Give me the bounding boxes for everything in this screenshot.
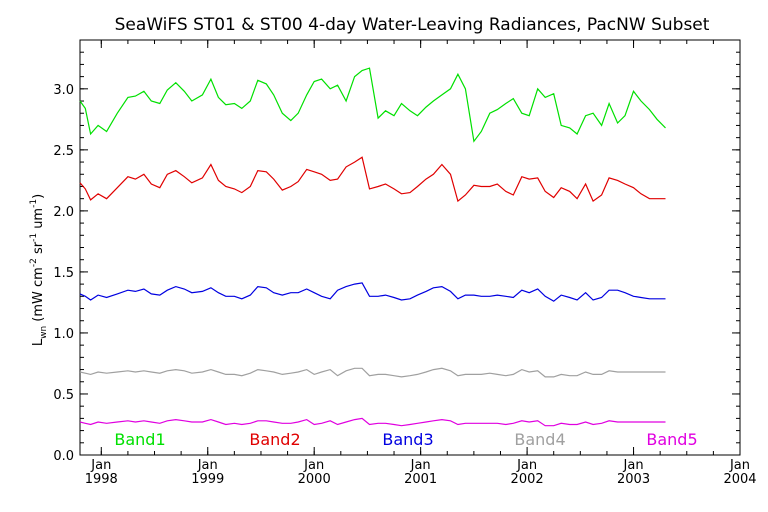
y-axis: 0.0 0.5 1.0 1.5 2.0 2.5 3.0 bbox=[53, 39, 740, 464]
x-tick-label-year: 2003 bbox=[617, 472, 650, 487]
y-axis-label-exp2: -1 bbox=[29, 233, 39, 242]
series-line-band3 bbox=[79, 282, 666, 302]
plot-frame bbox=[79, 39, 741, 456]
y-axis-label-unit-pre: (mW cm bbox=[31, 267, 46, 322]
y-tick-label: 2.0 bbox=[53, 205, 74, 220]
y-tick-label: 0.5 bbox=[53, 388, 74, 403]
legend-item-band5: Band5 bbox=[646, 430, 697, 449]
legend-item-band2: Band2 bbox=[249, 430, 300, 449]
x-tick-label-month: Jan bbox=[197, 458, 218, 473]
plot-area-border bbox=[79, 39, 741, 456]
x-tick-label-month: Jan bbox=[516, 458, 537, 473]
y-axis-label-close: ) bbox=[31, 194, 46, 199]
y-axis-label: Lwn (mW cm-2 sr-1 um-1) bbox=[29, 194, 49, 346]
x-tick-label-year: 2004 bbox=[723, 472, 756, 487]
legend-item-band4: Band4 bbox=[514, 430, 565, 449]
x-tick-label-year: 1998 bbox=[85, 472, 118, 487]
y-tick-label: 0.0 bbox=[53, 449, 74, 464]
y-tick-label: 3.0 bbox=[53, 83, 74, 98]
x-tick-label-year: 2002 bbox=[511, 472, 544, 487]
x-tick-label-year: 2000 bbox=[298, 472, 331, 487]
y-axis-label-mid2: um bbox=[31, 208, 46, 233]
y-axis-label-sub: wn bbox=[39, 326, 49, 339]
x-tick-label-year: 2001 bbox=[404, 472, 437, 487]
y-axis-label-exp1: -2 bbox=[29, 258, 39, 267]
series-lines bbox=[79, 67, 666, 427]
x-axis: Jan1998Jan1999Jan2000Jan2001Jan2002Jan20… bbox=[85, 40, 757, 487]
x-tick-label-month: Jan bbox=[90, 458, 111, 473]
x-tick-label-month: Jan bbox=[623, 458, 644, 473]
series-line-band4 bbox=[79, 367, 666, 378]
y-axis-label-main: L bbox=[31, 338, 46, 346]
y-tick-label: 2.5 bbox=[53, 144, 74, 159]
series-line-band2 bbox=[79, 156, 666, 203]
series-line-band5 bbox=[79, 417, 666, 427]
legend-item-band1: Band1 bbox=[114, 430, 165, 449]
y-tick-label: 1.5 bbox=[53, 266, 74, 281]
legend-item-band3: Band3 bbox=[382, 430, 433, 449]
y-axis-label-mid1: sr bbox=[31, 241, 46, 258]
chart-title: SeaWiFS ST01 & ST00 4-day Water-Leaving … bbox=[115, 15, 710, 35]
x-tick-label-month: Jan bbox=[729, 458, 750, 473]
y-axis-label-exp3: -1 bbox=[29, 199, 39, 208]
x-tick-label-year: 1999 bbox=[191, 472, 224, 487]
y-tick-label: 1.0 bbox=[53, 327, 74, 342]
legend: Band1 Band2 Band3 Band4 Band5 bbox=[114, 430, 697, 449]
x-tick-label-month: Jan bbox=[410, 458, 431, 473]
series-line-band1 bbox=[79, 67, 666, 143]
x-tick-label-month: Jan bbox=[303, 458, 324, 473]
